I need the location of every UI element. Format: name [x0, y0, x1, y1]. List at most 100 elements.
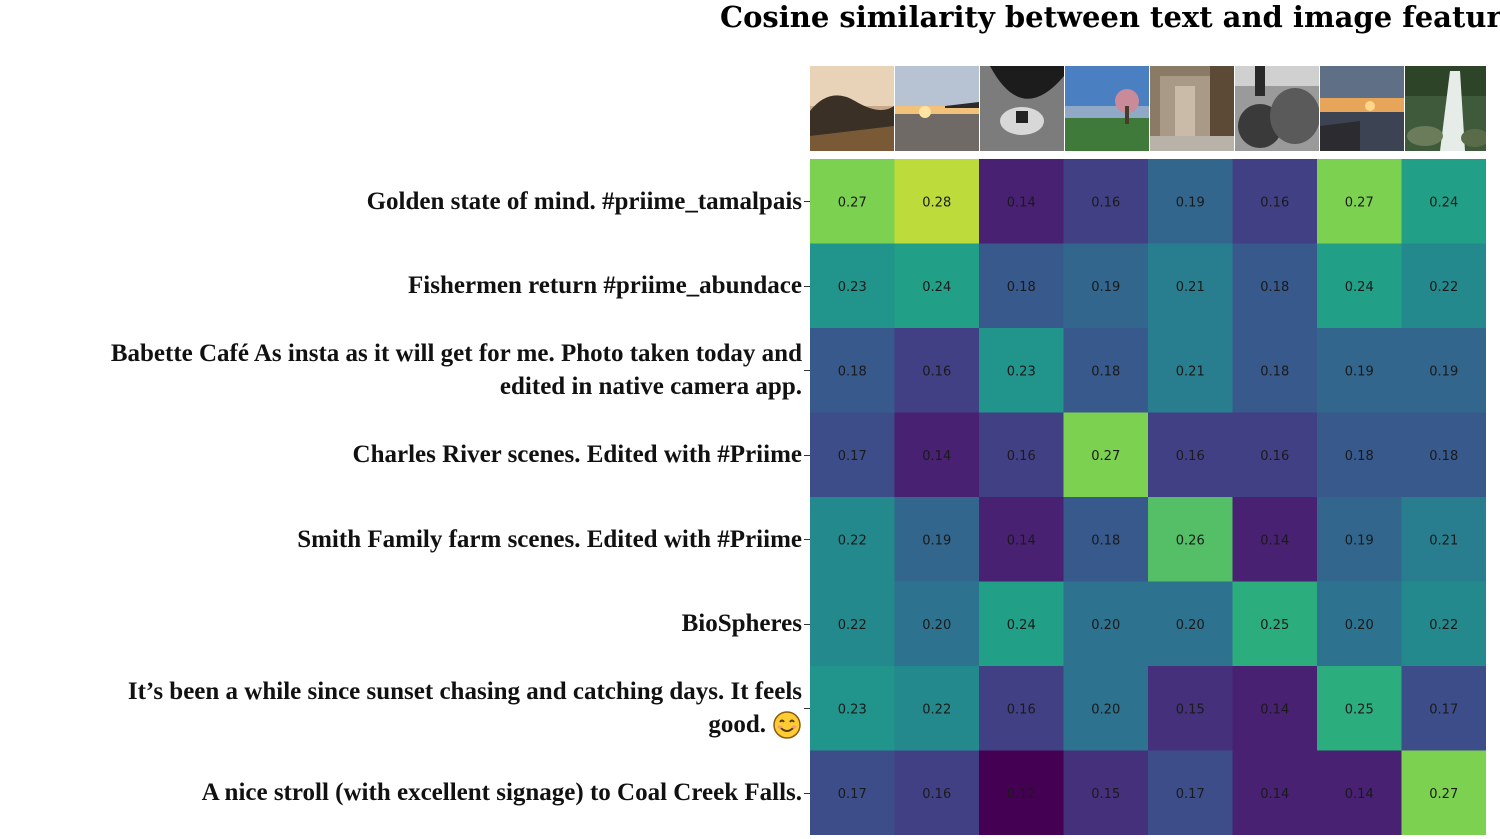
heatmap-cell-value: 0.21 — [1429, 533, 1458, 548]
heatmap-cell — [810, 497, 895, 582]
heatmap-cell-value: 0.19 — [922, 533, 951, 548]
heatmap-cell — [1148, 497, 1233, 582]
heatmap-cell-value: 0.17 — [838, 787, 867, 802]
heatmap-cell-value: 0.18 — [1091, 533, 1120, 548]
heatmap-cell-value: 0.19 — [1345, 364, 1374, 379]
heatmap-cell-value: 0.24 — [922, 280, 951, 295]
row-label: BioSpheres — [681, 610, 802, 637]
heatmap-cell — [1317, 243, 1402, 329]
heatmap-cell-value: 0.21 — [1176, 364, 1205, 379]
heatmap-cell-value: 0.14 — [1007, 195, 1036, 210]
heatmap-cell-value: 0.19 — [1176, 195, 1205, 210]
heatmap-cell-value: 0.14 — [1260, 702, 1289, 717]
heatmap-cell-value: 0.17 — [838, 449, 867, 464]
heatmap-cell — [1317, 412, 1402, 498]
heatmap-cell — [1063, 666, 1149, 751]
heatmap-cell — [1148, 328, 1233, 413]
heatmap-cell — [1063, 159, 1149, 244]
row-label: Smith Family farm scenes. Edited with #P… — [297, 525, 802, 553]
heatmap-cell-value: 0.15 — [1176, 702, 1205, 717]
heatmap-cell-value: 0.22 — [1429, 280, 1458, 295]
heatmap-cell — [810, 243, 895, 329]
heatmap-cell — [979, 497, 1064, 582]
heatmap-cell — [1232, 666, 1318, 751]
heatmap-cell — [894, 497, 980, 582]
heatmap-cell-value: 0.22 — [1429, 618, 1458, 633]
heatmap-cell-value: 0.16 — [1007, 449, 1036, 464]
y-tick-mark — [804, 285, 810, 287]
heatmap-cell-value: 0.16 — [922, 787, 951, 802]
smiling-face-icon — [773, 710, 801, 739]
heatmap-cell-value: 0.26 — [1176, 533, 1205, 548]
beach-sunset-pier-photo — [895, 66, 979, 151]
heatmap-cell — [894, 159, 980, 244]
heatmap-cell — [1317, 159, 1402, 244]
heatmap-cell — [810, 159, 895, 244]
heatmap-cell — [1232, 328, 1318, 413]
heatmap-cell-value: 0.15 — [1091, 787, 1120, 802]
heatmap-cell-value: 0.28 — [922, 195, 951, 210]
y-tick-mark — [804, 623, 810, 625]
heatmap-cell — [810, 750, 895, 835]
y-tick-mark — [804, 454, 810, 456]
heatmap-cell — [1232, 497, 1318, 582]
y-tick-mark — [804, 370, 810, 372]
hills-at-dusk-photo — [810, 66, 894, 151]
heatmap-cell — [1063, 328, 1149, 413]
heatmap-cell — [810, 412, 895, 498]
y-tick-mark — [804, 539, 810, 541]
heatmap-cell-value: 0.18 — [1429, 449, 1458, 464]
heatmap-cell — [979, 243, 1064, 329]
heatmap-cell-value: 0.21 — [1176, 280, 1205, 295]
heatmap-cell-value: 0.14 — [1007, 533, 1036, 548]
heatmap-cell — [1401, 497, 1486, 582]
heatmap-cell — [1317, 750, 1402, 835]
heatmap-cell-value: 0.16 — [1260, 195, 1289, 210]
heatmap-cell-value: 0.16 — [1260, 449, 1289, 464]
bw-hallway-photo — [980, 66, 1064, 151]
heatmap-cell-value: 0.18 — [1260, 364, 1289, 379]
row-label: A nice stroll (with excellent signage) t… — [201, 779, 802, 806]
heatmap-cell — [1063, 750, 1149, 835]
heatmap-cell-value: 0.16 — [1091, 195, 1120, 210]
heatmap-cell — [1401, 328, 1486, 413]
row-label: Golden state of mind. #priime_tamalpais — [366, 187, 802, 215]
heatmap-cell-value: 0.24 — [1007, 618, 1036, 633]
heatmap-cell-value: 0.20 — [1176, 618, 1205, 633]
y-tick-mark — [804, 201, 810, 203]
heatmap-cell — [1401, 666, 1486, 751]
heatmap-cell-value: 0.18 — [1091, 364, 1120, 379]
heatmap-cell-value: 0.27 — [1429, 787, 1458, 802]
heatmap-cell-value: 0.14 — [922, 449, 951, 464]
heatmap-cell-value: 0.25 — [1345, 702, 1374, 717]
farm-barn-photo — [1150, 66, 1234, 151]
heatmap-cell — [1148, 581, 1233, 667]
heatmap-cell — [894, 750, 980, 835]
heatmap-cell-value: 0.24 — [1429, 195, 1458, 210]
heatmap-cell — [1063, 497, 1149, 582]
heatmap-cell-value: 0.14 — [1260, 787, 1289, 802]
heatmap-cell-value: 0.19 — [1345, 533, 1374, 548]
heatmap-cell — [894, 328, 980, 413]
row-label: Fishermen return #priime_abundace — [408, 272, 802, 299]
heatmap: 0.27 0.28 0.14 0.16 0.19 0.16 0.27 0.24 0.23 0.24… — [810, 159, 1486, 835]
heatmap-cell-value: 0.20 — [922, 618, 951, 633]
heatmap-cell — [894, 581, 980, 667]
sunset-sea-photo — [1320, 66, 1404, 151]
heatmap-cell-value: 0.23 — [838, 280, 867, 295]
heatmap-cell-value: 0.19 — [1091, 280, 1120, 295]
heatmap-cell-value: 0.23 — [1007, 364, 1036, 379]
bw-dome-photo — [1235, 66, 1319, 151]
heatmap-cell — [1063, 581, 1149, 667]
heatmap-cell-value: 0.17 — [1429, 702, 1458, 717]
heatmap-cell — [1317, 581, 1402, 667]
heatmap-cell-value: 0.23 — [838, 702, 867, 717]
image-thumbnail-strip — [810, 66, 1486, 151]
heatmap-cell-value: 0.20 — [1345, 618, 1374, 633]
heatmap-cell-value: 0.14 — [1345, 787, 1374, 802]
heatmap-cell-value: 0.25 — [1260, 618, 1289, 633]
heatmap-cell-value: 0.14 — [1260, 533, 1289, 548]
heatmap-cell — [1232, 159, 1318, 244]
heatmap-cell-value: 0.16 — [1176, 449, 1205, 464]
heatmap-cell-value: 0.18 — [1260, 280, 1289, 295]
